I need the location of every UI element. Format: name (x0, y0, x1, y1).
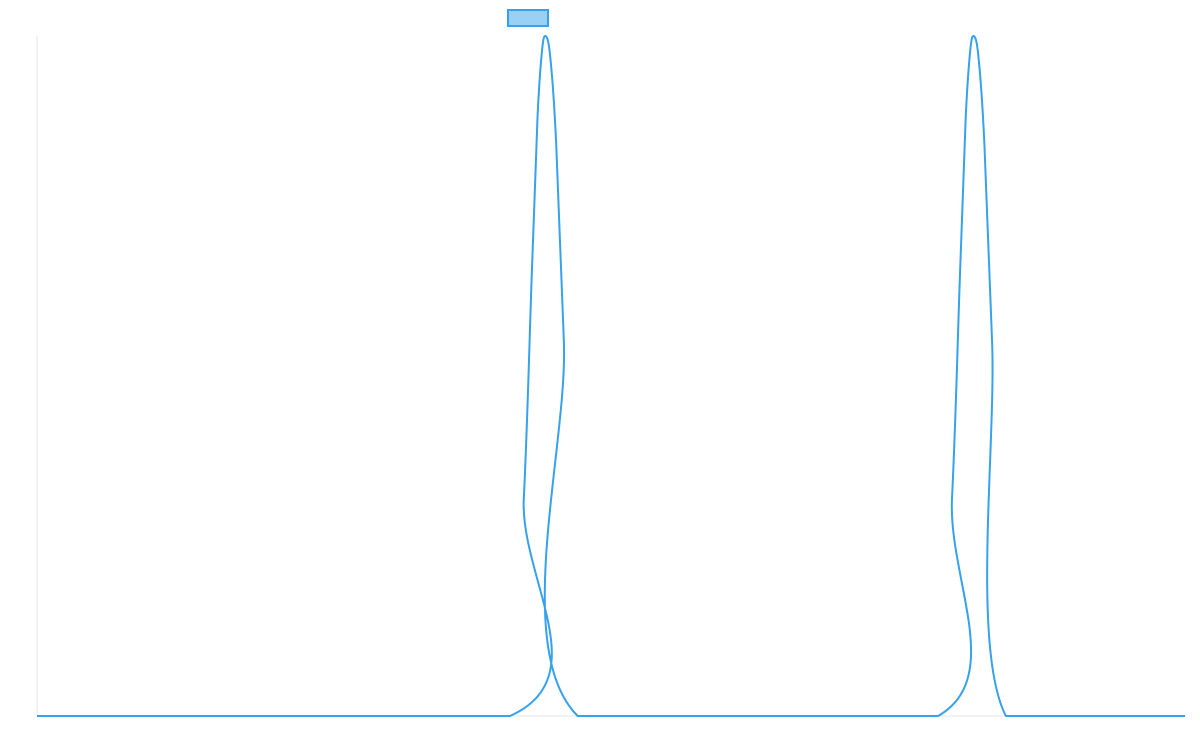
data-point[interactable] (949, 495, 955, 501)
data-point[interactable] (521, 495, 527, 501)
data-point[interactable] (935, 713, 941, 719)
data-point[interactable] (963, 115, 969, 121)
data-point[interactable] (975, 53, 981, 59)
data-point[interactable] (547, 53, 553, 59)
data-point[interactable] (971, 33, 977, 39)
data-point[interactable] (981, 135, 987, 141)
legend-swatch[interactable] (507, 9, 549, 27)
data-point[interactable] (507, 713, 513, 719)
legend[interactable] (507, 9, 549, 27)
data-point[interactable] (1003, 713, 1009, 719)
data-point[interactable] (957, 271, 963, 277)
data-point[interactable] (989, 339, 995, 345)
data-point[interactable] (34, 713, 40, 719)
data-point[interactable] (539, 47, 545, 53)
data-point[interactable] (1182, 713, 1188, 719)
data-point[interactable] (575, 713, 581, 719)
data-point[interactable] (535, 115, 541, 121)
series-layer (34, 33, 1188, 719)
data-point[interactable] (529, 271, 535, 277)
data-point[interactable] (561, 339, 567, 345)
data-point[interactable] (543, 33, 549, 39)
series-line-1[interactable] (37, 35, 1185, 717)
data-point[interactable] (553, 135, 559, 141)
data-point[interactable] (967, 47, 973, 53)
